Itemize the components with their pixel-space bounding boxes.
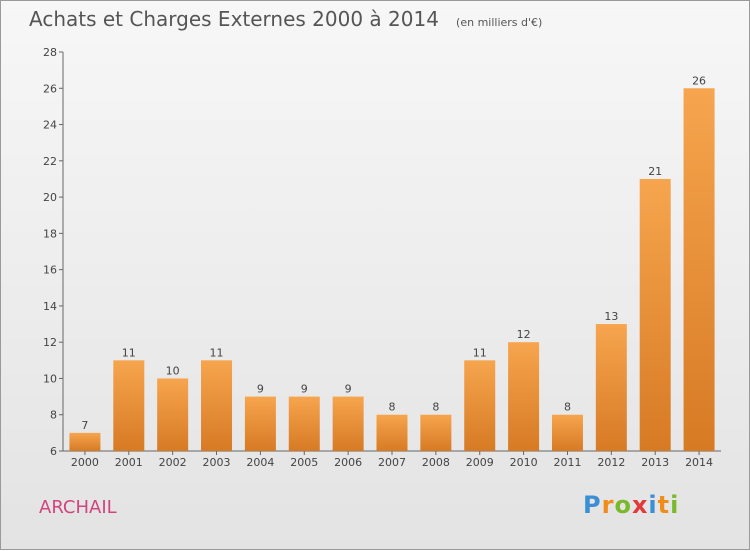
x-tick-label: 2006 (334, 456, 362, 469)
logo-letter: o (614, 491, 632, 519)
bar-value-label: 11 (210, 346, 224, 359)
y-tick-label: 10 (43, 372, 57, 385)
x-tick-label: 2012 (597, 456, 625, 469)
y-tick-label: 28 (43, 46, 57, 59)
chart-subtitle: (en milliers d'€) (456, 16, 543, 29)
bar (201, 360, 233, 451)
bar (376, 414, 408, 451)
bar (508, 342, 540, 451)
bar (551, 414, 583, 451)
y-tick-label: 14 (43, 300, 57, 313)
x-tick-label: 2005 (290, 456, 318, 469)
bar (244, 396, 276, 451)
y-tick-label: 8 (50, 409, 57, 422)
x-tick-label: 2004 (246, 456, 274, 469)
chart-title: Achats et Charges Externes 2000 à 2014 (29, 7, 439, 31)
bar-value-label: 9 (301, 383, 308, 396)
bar (113, 360, 145, 451)
bar-value-label: 12 (517, 328, 531, 341)
x-tick-label: 2000 (71, 456, 99, 469)
y-tick-label: 18 (43, 227, 57, 240)
bar (595, 324, 627, 451)
bar-value-label: 10 (166, 364, 180, 377)
bar-value-label: 7 (81, 419, 88, 432)
y-tick-label: 20 (43, 191, 57, 204)
x-tick-label: 2009 (466, 456, 494, 469)
bar (69, 432, 101, 451)
bar (683, 88, 715, 451)
logo-letter: P (583, 491, 602, 519)
logo-letter: r (601, 491, 615, 519)
bar (420, 414, 452, 451)
y-tick-label: 26 (43, 82, 57, 95)
y-tick-label: 22 (43, 155, 57, 168)
bar (332, 396, 364, 451)
bar-value-label: 26 (692, 74, 706, 87)
bar (157, 378, 189, 451)
chart-title-row: Achats et Charges Externes 2000 à 2014 (… (29, 7, 542, 31)
bar (464, 360, 496, 451)
bar-value-label: 9 (257, 383, 264, 396)
proxiti-logo[interactable]: Proxiti (583, 491, 679, 519)
x-tick-label: 2014 (685, 456, 713, 469)
bar-value-label: 13 (604, 310, 618, 323)
x-tick-label: 2003 (203, 456, 231, 469)
logo-letter: t (657, 491, 671, 519)
bar-value-label: 8 (432, 401, 439, 414)
y-tick-label: 24 (43, 119, 57, 132)
x-tick-label: 2002 (159, 456, 187, 469)
bar-value-label: 8 (389, 401, 396, 414)
x-tick-label: 2013 (641, 456, 669, 469)
logo-letter: i (670, 491, 680, 519)
bar-value-label: 9 (345, 383, 352, 396)
y-tick-label: 12 (43, 336, 57, 349)
bar (639, 178, 671, 452)
bar-value-label: 11 (473, 346, 487, 359)
logo-letter: x (631, 491, 649, 519)
y-tick-label: 16 (43, 264, 57, 277)
bar (288, 396, 320, 451)
x-tick-label: 2011 (553, 456, 581, 469)
x-tick-label: 2001 (115, 456, 143, 469)
x-tick-label: 2007 (378, 456, 406, 469)
y-tick-label: 6 (50, 445, 57, 458)
x-tick-label: 2008 (422, 456, 450, 469)
logo-letter: i (648, 491, 658, 519)
bar-value-label: 21 (648, 165, 662, 178)
bar-value-label: 11 (122, 346, 136, 359)
bar-value-label: 8 (564, 401, 571, 414)
commune-name: ARCHAIL (39, 497, 117, 518)
x-tick-label: 2010 (510, 456, 538, 469)
